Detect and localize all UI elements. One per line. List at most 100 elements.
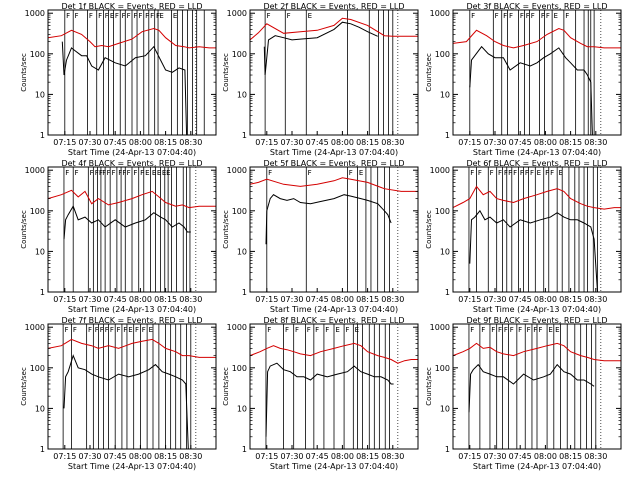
lld-series-line xyxy=(47,189,216,209)
plot-frame xyxy=(47,166,217,293)
event-marker-label: F xyxy=(308,169,312,177)
event-marker-label: F xyxy=(518,326,522,334)
x-tick-label: 07:30 xyxy=(280,138,303,147)
event-marker-label: F xyxy=(531,12,535,20)
event-marker-label: F xyxy=(118,169,122,177)
event-marker-label: F xyxy=(145,12,149,20)
event-marker-label: F xyxy=(498,169,502,177)
plot-frame xyxy=(47,323,217,450)
event-marker-label: F xyxy=(95,326,99,334)
event-marker-label: E xyxy=(110,12,114,20)
event-marker-label: F xyxy=(117,326,121,334)
panel-title: Det 4f BLACK = Events, RED = LLD xyxy=(61,159,202,168)
event-marker-label: F xyxy=(307,326,311,334)
event-marker-label: F xyxy=(490,169,494,177)
x-tick-label: 07:45 xyxy=(509,452,532,461)
y-tick-label: 100 xyxy=(232,364,247,373)
event-marker-label: F xyxy=(95,169,99,177)
event-marker-label: F xyxy=(295,326,299,334)
y-tick-label: 100 xyxy=(232,207,247,216)
y-tick-label: 1 xyxy=(242,131,247,140)
x-tick-label: 07:30 xyxy=(483,295,506,304)
x-tick-label: 08:15 xyxy=(356,138,379,147)
plot-frame xyxy=(452,166,622,293)
events-series-line xyxy=(469,209,598,293)
x-tick-label: 08:15 xyxy=(154,452,177,461)
lld-series-line xyxy=(47,338,216,358)
lld-series-line xyxy=(47,27,216,49)
event-marker-label: F xyxy=(545,169,549,177)
y-axis-label: Counts/sec xyxy=(222,367,230,406)
event-marker-label: F xyxy=(478,169,482,177)
event-marker-label: F xyxy=(470,326,474,334)
x-tick-label: 07:30 xyxy=(78,295,101,304)
x-axis-label: Start Time (24-Apr-13 07:04:40) xyxy=(68,148,196,157)
events-series-line xyxy=(469,45,593,136)
lld-series-line xyxy=(452,27,621,49)
event-marker-label: F xyxy=(325,326,329,334)
event-marker-label: E xyxy=(152,169,156,177)
event-marker-label: F xyxy=(513,169,517,177)
event-marker-label: F xyxy=(135,326,139,334)
event-marker-label: E xyxy=(553,12,557,20)
y-tick-label: 1000 xyxy=(430,323,450,332)
x-tick-label: 08:15 xyxy=(559,295,582,304)
event-marker-label: F xyxy=(75,12,79,20)
y-tick-label: 10 xyxy=(35,90,45,99)
event-marker-label: F xyxy=(122,169,126,177)
event-marker-label: F xyxy=(150,12,154,20)
x-axis-label: Start Time (24-Apr-13 07:04:40) xyxy=(473,462,601,471)
event-marker-label: F xyxy=(471,12,475,20)
panel-title: Det 1f BLACK = Events, RED = LLD xyxy=(61,2,202,11)
x-tick-label: 07:45 xyxy=(306,295,329,304)
x-tick-label: 08:00 xyxy=(129,295,152,304)
event-marker-label: F xyxy=(133,169,137,177)
x-axis-label: Start Time (24-Apr-13 07:04:40) xyxy=(68,305,196,314)
x-tick-label: 08:30 xyxy=(584,295,607,304)
event-marker-label: F xyxy=(526,12,530,20)
x-tick-label: 08:30 xyxy=(584,138,607,147)
x-tick-label: 08:30 xyxy=(584,452,607,461)
x-tick-label: 08:15 xyxy=(559,138,582,147)
event-marker-label: E xyxy=(173,12,177,20)
x-tick-label: 08:00 xyxy=(534,295,557,304)
y-tick-label: 1 xyxy=(445,131,450,140)
event-marker-label: F xyxy=(73,326,77,334)
event-marker-label: E xyxy=(335,326,339,334)
event-marker-label: F xyxy=(268,169,272,177)
event-marker-label: F xyxy=(99,169,103,177)
x-tick-label: 08:00 xyxy=(129,138,152,147)
x-tick-label: 07:15 xyxy=(458,295,481,304)
y-axis-label: Counts/sec xyxy=(20,53,28,92)
event-marker-label: F xyxy=(470,169,474,177)
y-axis-label: Counts/sec xyxy=(425,53,433,92)
event-marker-label: F xyxy=(508,169,512,177)
event-marker-label: F xyxy=(520,169,524,177)
event-marker-label: F xyxy=(127,169,131,177)
event-marker-label: E xyxy=(166,169,170,177)
event-marker-label: F xyxy=(100,326,104,334)
x-tick-label: 08:30 xyxy=(179,138,202,147)
event-marker-label: F xyxy=(267,326,271,334)
event-marker-label: E xyxy=(548,326,552,334)
y-tick-label: 1000 xyxy=(227,9,247,18)
event-marker-label: F xyxy=(75,169,79,177)
x-tick-label: 08:15 xyxy=(154,295,177,304)
panel-title: Det 6f BLACK = Events, RED = LLD xyxy=(466,159,607,168)
panel-title: Det 2f BLACK = Events, RED = LLD xyxy=(263,2,404,11)
event-marker-label: F xyxy=(481,326,485,334)
event-marker-label: E xyxy=(157,169,161,177)
x-axis-label: Start Time (24-Apr-13 07:04:40) xyxy=(270,462,398,471)
event-marker-label: F xyxy=(287,12,291,20)
panel-title: Det 5f BLACK = Events, RED = LLD xyxy=(263,159,404,168)
event-marker-label: F xyxy=(133,12,137,20)
event-marker-label: F xyxy=(504,326,508,334)
x-tick-label: 07:15 xyxy=(53,295,76,304)
x-tick-label: 07:15 xyxy=(53,452,76,461)
plot-frame xyxy=(249,323,419,450)
events-series-line xyxy=(63,354,189,450)
y-tick-label: 100 xyxy=(30,50,45,59)
